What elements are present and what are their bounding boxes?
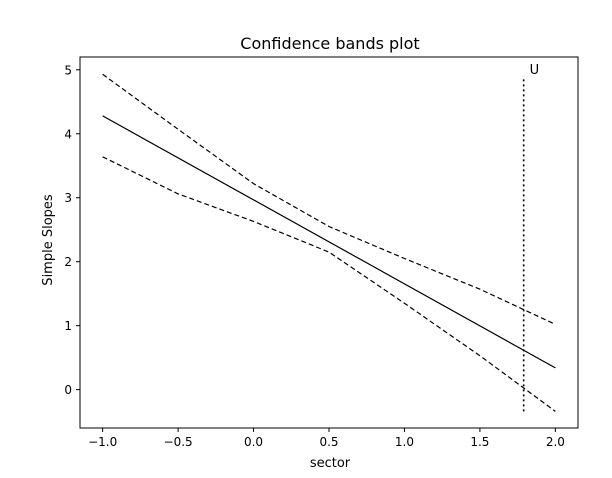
x-axis-label: sector [310,456,351,471]
x-tick-label: −1.0 [88,435,117,449]
x-tick-label: 2.0 [546,435,565,449]
series-line-2-dashed [102,73,556,325]
x-axis: −1.0 −0.5 0.0 0.5 1.0 1.5 2.0 [88,428,565,449]
series-line-1-solid [102,115,556,369]
x-tick-label: 0.5 [319,435,338,449]
annotation-layer: U [522,63,540,412]
y-tick-label: 5 [64,63,72,77]
y-axis: 0 1 2 3 4 5 [64,63,80,397]
y-tick-label: 3 [64,191,72,205]
y-tick-label: 1 [64,319,72,333]
chart-title: Confidence bands plot [240,34,419,53]
y-tick-label: 2 [64,255,72,269]
y-axis-label: Simple Slopes [41,194,56,286]
series-line-3-dashed [102,156,556,412]
annotation-label: U [530,63,540,78]
x-tick-label: 0.0 [244,435,263,449]
y-tick-label: 4 [64,127,72,141]
y-tick-label: 0 [64,383,72,397]
x-tick-label: 1.0 [395,435,414,449]
plot-lines [102,73,556,412]
x-tick-label: 1.5 [470,435,489,449]
x-tick-label: −0.5 [164,435,193,449]
